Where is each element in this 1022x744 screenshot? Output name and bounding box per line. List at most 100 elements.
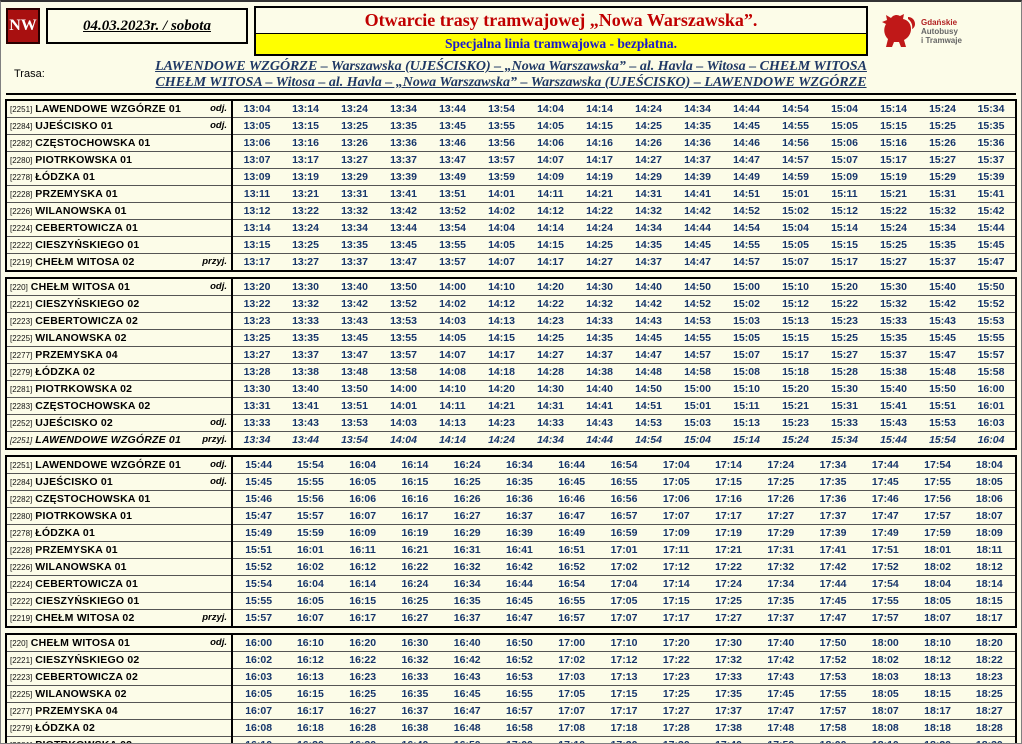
stop-cell: [220] CHEŁM WITOSA 01 [6,633,196,652]
time-cell: 18:17 [963,609,1016,627]
stop-row: [2279] ŁÓDZKA 02 13:28 13:38 13:48 13:58 14:08… [6,363,1016,381]
time-cell: 13:06 [232,134,281,152]
time-cell: 16:54 [545,575,598,593]
time-cell: 17:58 [806,719,860,737]
time-cell: 16:42 [441,651,494,669]
time-cell: 18:00 [859,633,912,652]
stop-row: [2221] CIESZYŃSKIEGO 02 13:22 13:32 13:42 13:… [6,295,1016,313]
time-cell: 14:37 [624,253,673,271]
time-cell: 16:25 [336,685,389,703]
time-cell: 13:27 [281,253,330,271]
time-cell: 15:15 [869,117,918,135]
time-cell: 16:30 [388,633,442,652]
brand-text: Gdańskie Autobusy i Tramwaje [921,18,962,45]
stop-id: [2284] [10,122,33,131]
time-cell: 18:06 [963,490,1016,508]
dep-arr-label [196,346,233,364]
time-cell: 15:45 [918,329,967,347]
time-cell: 18:05 [911,592,964,610]
time-cell: 17:18 [597,719,651,737]
time-cell: 15:57 [284,507,337,525]
stop-name: LAWENDOWE WZGÓRZE 01 [35,459,181,471]
stop-cell: [2225] WILANOWSKA 02 [6,685,196,703]
time-cell: 14:47 [624,346,673,364]
time-cell: 13:34 [330,219,379,237]
time-cell: 14:01 [379,397,428,415]
time-cell: 17:30 [702,633,755,652]
time-cell: 17:42 [806,558,860,576]
time-cell: 14:02 [428,295,477,313]
time-cell: 18:20 [963,633,1016,652]
time-cell: 15:25 [820,329,869,347]
time-cell: 13:17 [232,253,281,271]
time-cell: 13:41 [379,185,428,203]
time-cell: 15:01 [771,185,820,203]
time-cell: 13:37 [330,253,379,271]
time-cell: 15:50 [967,277,1016,296]
stop-cell: [2282] CZĘSTOCHOWSKA 01 [6,134,196,152]
time-cell: 14:49 [722,168,771,186]
time-cell: 13:22 [281,202,330,220]
stop-row: [2224] CEBERTOWICZA 01 13:14 13:24 13:34 13:4… [6,219,1016,237]
time-cell: 15:42 [918,295,967,313]
time-cell: 17:03 [545,668,598,686]
time-cell: 17:54 [911,455,964,474]
stop-row: [2226] WILANOWSKA 01 15:52 16:02 16:12 16:22 1… [6,558,1016,576]
time-cell: 13:09 [232,168,281,186]
time-cell: 15:37 [967,151,1016,169]
time-cell: 14:05 [526,117,575,135]
time-cell: 15:29 [918,168,967,186]
time-cell: 14:21 [575,185,624,203]
time-cell: 16:14 [388,455,442,474]
time-cell: 16:24 [388,575,442,593]
time-cell: 13:56 [477,134,526,152]
time-cell: 17:04 [597,575,651,593]
stop-row: [2228] PRZEMYSKA 01 13:11 13:21 13:31 13:41 13… [6,185,1016,203]
stop-name: CHEŁM WITOSA 02 [35,612,135,624]
time-cell: 16:09 [336,524,389,542]
stop-cell: [2280] PIOTRKOWSKA 01 [6,507,196,525]
stop-row: [2219] CHEŁM WITOSA 02 przyj. 13:17 13:27 13:… [6,253,1016,271]
time-cell: 16:04 [284,575,337,593]
time-cell: 17:41 [806,541,860,559]
time-cell: 14:58 [673,363,722,381]
time-cell: 16:31 [441,541,494,559]
time-cell: 14:09 [526,168,575,186]
time-cell: 14:03 [379,414,428,432]
time-cell: 13:32 [330,202,379,220]
time-cell: 15:23 [771,414,820,432]
time-cell: 18:05 [859,685,912,703]
time-cell: 16:22 [336,651,389,669]
time-cell: 16:08 [232,719,285,737]
stop-id: [2221] [10,656,33,665]
route-line-return: CHEŁM WITOSA – Witosa – al. Havla – „Now… [155,75,867,90]
time-cell: 13:07 [232,151,281,169]
time-cell: 14:25 [575,236,624,254]
time-cell: 16:01 [284,541,337,559]
time-cell: 14:27 [624,151,673,169]
time-cell: 13:50 [379,277,428,296]
time-cell: 14:55 [722,236,771,254]
time-cell: 18:02 [859,651,912,669]
stop-row: [2226] WILANOWSKA 01 13:12 13:22 13:32 13:42 1… [6,202,1016,220]
time-cell: 15:25 [869,236,918,254]
stop-name: UJEŚCISKO 01 [35,476,113,488]
time-cell: 13:55 [477,117,526,135]
time-cell: 16:32 [388,651,442,669]
time-cell: 18:04 [963,455,1016,474]
time-cell: 16:45 [441,685,494,703]
time-cell: 17:31 [754,541,807,559]
stop-id: [2224] [10,580,33,589]
time-cell: 16:43 [441,668,494,686]
time-cell: 16:32 [441,558,494,576]
time-cell: 18:05 [963,473,1016,491]
dep-arr-label [196,295,233,313]
stop-id: [2222] [10,597,33,606]
time-cell: 13:50 [330,380,379,398]
time-cell: 17:32 [754,558,807,576]
time-cell: 16:35 [441,592,494,610]
stop-cell: [2221] CIESZYŃSKIEGO 02 [6,295,196,313]
time-cell: 14:07 [526,151,575,169]
timetable-block-1: [2251] LAWENDOWE WZGÓRZE 01 odj. 13:04 13:14… [5,99,1017,272]
time-cell: 17:44 [859,455,912,474]
